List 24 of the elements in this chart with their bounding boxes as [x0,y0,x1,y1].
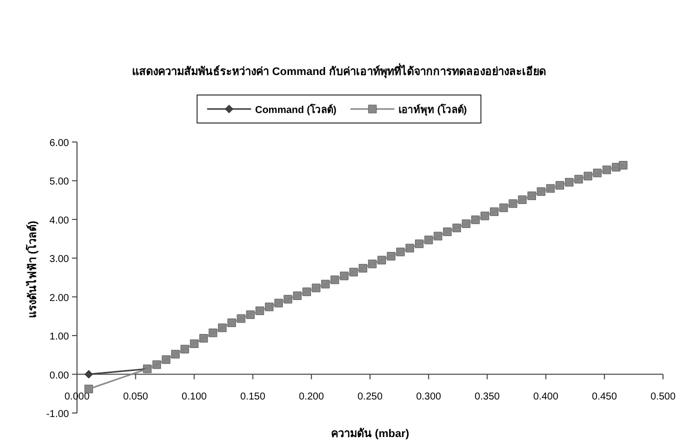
legend-label: Command (โวลต์) [255,103,336,116]
x-tick-label: 0.300 [416,391,442,402]
y-tick-label: 4.00 [50,215,70,226]
y-tick-label: 5.00 [50,176,70,188]
y-tick-label: 2.00 [50,292,70,304]
x-tick-label: 0.450 [592,391,618,402]
x-tick-label: 0.050 [123,391,149,402]
x-tick-label: 0.250 [357,391,383,402]
y-tick-label: 1.00 [50,332,70,343]
x-tick-label: 0.400 [533,391,559,402]
x-tick-label: 0.150 [240,391,266,402]
y-axis-title: แรงดันไฟฟ้า (โวลต์) [25,220,39,318]
x-tick-label: 0.350 [474,391,500,402]
x-tick-label: 0.100 [182,391,208,402]
x-axis-title: ความดัน (mbar) [330,427,410,440]
point [84,384,93,394]
legend-label: เอาท์พุท (โวลต์) [398,103,467,116]
y-tick-label: 0.00 [50,370,70,382]
y-tick-label: -1.00 [46,409,70,420]
y-tick-label: 3.00 [50,254,70,266]
x-tick-label: 0.500 [650,391,676,402]
chart-title: แสดงความสัมพันธ์ระหว่างค่า Command กับค่าเอาท์พุทที่ได้จากการทดลองอย่างละเอียด [132,63,546,79]
x-tick-label: 0.200 [298,391,324,402]
y-tick-label: 6.00 [50,138,70,149]
